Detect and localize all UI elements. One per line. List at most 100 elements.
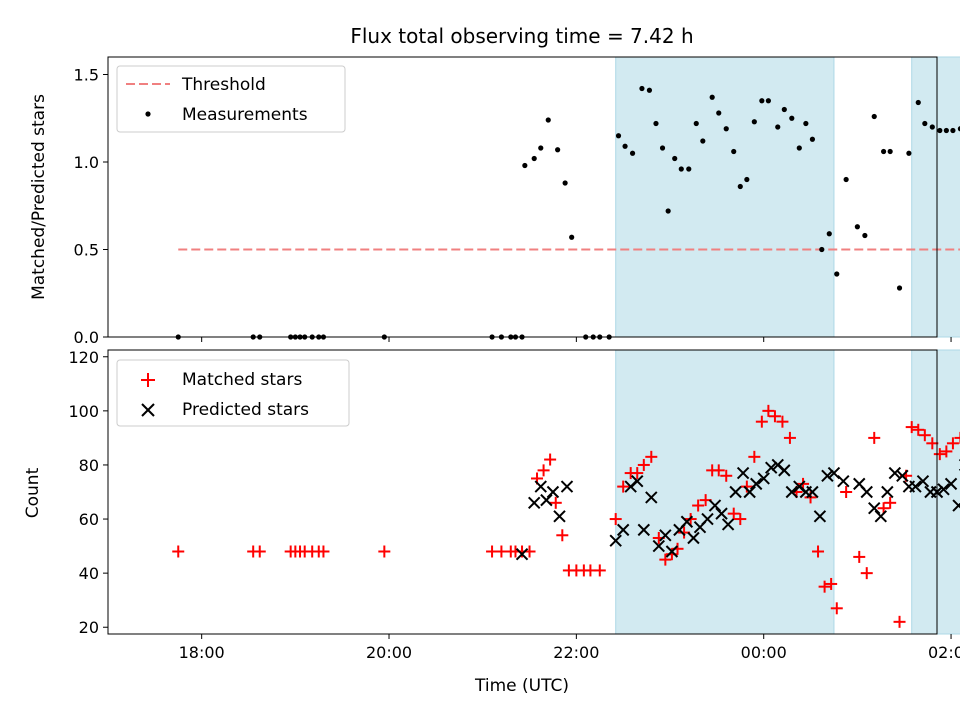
measurement-point	[731, 148, 737, 155]
matched-star-point	[946, 437, 959, 450]
matched-star-point	[818, 580, 831, 593]
matched-star-point	[868, 431, 881, 444]
measurement-point	[569, 234, 575, 240]
matched-star-point	[645, 450, 658, 463]
predicted-star-point	[609, 534, 622, 547]
predicted-star-point	[665, 545, 679, 558]
predicted-star-point	[896, 469, 909, 482]
x-tick-label: 18:00	[179, 643, 225, 662]
x-tick-label: 00:00	[741, 643, 787, 662]
measurement-point	[789, 115, 795, 121]
measurement-point	[545, 117, 551, 123]
measurement-point	[678, 166, 684, 172]
predicted-star-point	[736, 466, 750, 480]
measurement-point	[781, 106, 787, 113]
matched-star-point	[812, 545, 825, 558]
top-shaded-intervals	[615, 56, 960, 338]
matched-star-point	[712, 464, 725, 477]
matched-star-point	[933, 448, 946, 461]
measurement-point	[871, 113, 877, 120]
predicted-star-point	[757, 472, 770, 485]
matched-star-point	[912, 423, 925, 436]
matched-star-point	[609, 513, 622, 526]
measurement-point	[562, 180, 568, 186]
y-tick-label: 40	[79, 564, 99, 583]
measurement-point	[686, 166, 692, 172]
measurement-point	[937, 127, 943, 134]
shaded-interval	[911, 56, 960, 338]
predicted-star-point	[515, 548, 529, 561]
measurement-point	[615, 133, 622, 139]
measurement-point	[693, 120, 699, 127]
predicted-star-point	[721, 518, 735, 531]
matched-star-point	[776, 415, 789, 428]
top-legend-label: Measurements	[182, 105, 308, 125]
measurement-point	[629, 150, 636, 156]
predicted-star-point	[652, 539, 666, 553]
matched-star-point	[748, 450, 761, 463]
top-x-ticks	[201, 337, 952, 342]
y-tick-label: 80	[79, 456, 99, 475]
matched-star-point	[860, 567, 873, 580]
matched-star-point	[172, 545, 185, 558]
predicted-star-point	[785, 485, 799, 499]
predicted-star-point	[743, 485, 756, 499]
measurement-point	[646, 87, 653, 93]
measurement-point	[887, 148, 893, 155]
matched-star-point	[853, 550, 866, 563]
predicted-star-point	[888, 466, 902, 480]
predicted-star-point	[729, 485, 742, 499]
chart-title: Flux total observing time = 7.42 h	[350, 24, 693, 48]
measurement-point	[929, 124, 935, 130]
matched-star-point	[378, 545, 391, 558]
measurement-point	[709, 94, 715, 100]
measurement-point	[915, 99, 921, 106]
predicted-star-point	[874, 510, 888, 523]
measurement-point	[819, 246, 825, 253]
bottom-shaded-intervals	[615, 349, 960, 635]
predicted-star-point	[659, 529, 672, 542]
matched-star-point	[734, 513, 747, 526]
top-plot-frame	[107, 56, 938, 338]
matched-star-point	[755, 415, 768, 428]
measurement-point	[737, 183, 743, 190]
predicted-star-point	[868, 502, 881, 515]
predicted-star-point	[881, 485, 894, 499]
measurement-point	[659, 145, 666, 151]
matched-star-point	[544, 453, 557, 466]
predicted-star-point	[701, 512, 714, 526]
y-tick-label: 0.0	[74, 328, 99, 347]
measurement-point	[826, 231, 832, 237]
predicted-star-point	[546, 485, 560, 499]
predicted-star-point	[553, 510, 566, 523]
matched-star-point	[830, 602, 843, 615]
measurement-point	[943, 127, 949, 134]
x-axis-label: Time (UTC)	[474, 676, 569, 696]
measurement-point	[906, 150, 912, 156]
matched-star-point	[637, 458, 650, 471]
matched-star-point	[631, 467, 644, 480]
predicted-star-point	[860, 485, 873, 499]
matched-star-point	[720, 469, 733, 482]
y-tick-label: 100	[68, 402, 99, 421]
matched-star-point	[918, 429, 931, 442]
predicted-star-point	[616, 523, 630, 537]
matched-star-point	[905, 421, 918, 434]
predicted-star-point	[944, 477, 958, 491]
bottom-legend-label: Matched stars	[182, 370, 302, 390]
predicted-star-point	[778, 464, 791, 477]
predicted-star-point	[952, 499, 960, 512]
predicted-star-point	[821, 469, 834, 482]
predicted-star-point	[528, 496, 541, 510]
measurement-point	[672, 155, 678, 162]
measurement-point	[843, 176, 849, 183]
predicted-star-point	[534, 480, 547, 493]
x-tick-label: 02:00	[928, 643, 960, 662]
measurement-point	[700, 138, 706, 144]
measurement-point	[803, 120, 809, 127]
measurement-point	[622, 143, 628, 149]
measurement-point	[639, 85, 645, 92]
predicted-star-point	[560, 480, 574, 493]
bottom-y-axis: 20 40 60 80 100 120	[68, 348, 108, 637]
